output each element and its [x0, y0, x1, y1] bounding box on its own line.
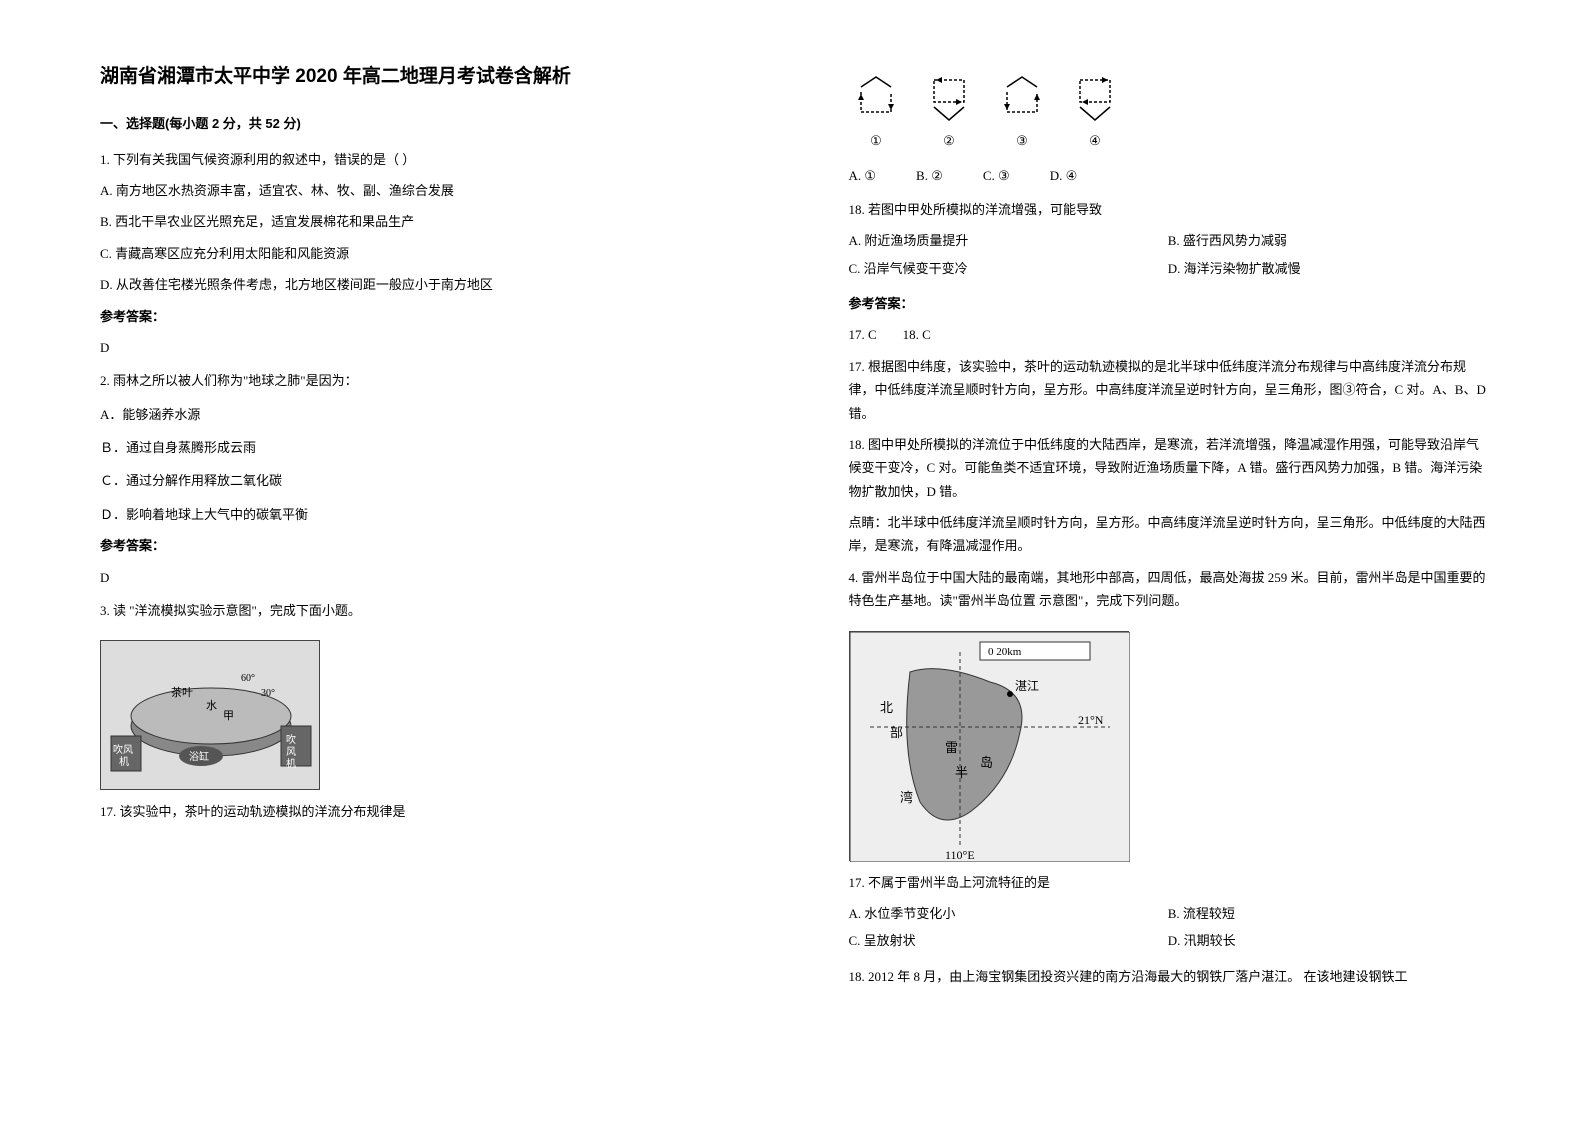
svg-text:浴缸: 浴缸 [189, 750, 209, 763]
gyre-diagrams: ① ② ③ [849, 72, 1488, 152]
q3-17-d: D. ④ [1050, 164, 1078, 187]
svg-text:湛江: 湛江 [1015, 679, 1039, 693]
svg-text:风: 风 [286, 746, 296, 758]
q1-stem: 1. 下列有关我国气候资源利用的叙述中，错误的是（ ） [100, 148, 739, 171]
svg-text:机: 机 [119, 755, 129, 768]
svg-text:半: 半 [955, 765, 968, 780]
q3-17-a: A. ① [849, 164, 877, 187]
q3-18-c: C. 沿岸气候变干变冷 [849, 257, 1168, 280]
q2-option-b: Ｂ．通过自身蒸腾形成云雨 [100, 436, 739, 459]
svg-text:甲: 甲 [223, 710, 234, 722]
q4-17-a: A. 水位季节变化小 [849, 902, 1168, 925]
q3-18-b: B. 盛行西风势力减弱 [1168, 229, 1487, 252]
q3-exp18: 18. 图中甲处所模拟的洋流位于中低纬度的大陆西岸，是寒流，若洋流增强，降温减湿… [849, 433, 1488, 503]
map-scale-text: 0 20km [988, 646, 1022, 658]
section-header: 一、选择题(每小题 2 分，共 52 分) [100, 112, 739, 135]
q1-answer-label: 参考答案： [100, 305, 739, 328]
page-title: 湖南省湘潭市太平中学 2020 年高二地理月考试卷含解析 [100, 60, 739, 94]
q4-sub17: 17. 不属于雷州半岛上河流特征的是 [849, 871, 1488, 894]
q3-sub18: 18. 若图中甲处所模拟的洋流增强，可能导致 [849, 198, 1488, 221]
q2-option-c: Ｃ．通过分解作用释放二氧化碳 [100, 469, 739, 492]
gyre-4-label: ④ [1068, 129, 1123, 152]
svg-text:水: 水 [206, 699, 217, 712]
map-lon-label: 110°E [945, 848, 975, 862]
svg-text:茶叶: 茶叶 [171, 686, 193, 699]
right-column: ① ② ③ [794, 0, 1587, 1122]
gyre-4: ④ [1068, 72, 1123, 152]
q4-stem: 4. 雷州半岛位于中国大陆的最南端，其地形中部高，四周低，最高处海拔 259 米… [849, 566, 1488, 613]
q1-option-c: C. 青藏高寒区应充分利用太阳能和风能资源 [100, 242, 739, 265]
q3-answer-label: 参考答案： [849, 292, 1488, 315]
q4-17-c: C. 呈放射状 [849, 929, 1168, 952]
left-column: 湖南省湘潭市太平中学 2020 年高二地理月考试卷含解析 一、选择题(每小题 2… [0, 0, 794, 1122]
q4-sub17-options: A. 水位季节变化小 B. 流程较短 C. 呈放射状 D. 汛期较长 [849, 902, 1488, 957]
q3-18-d: D. 海洋污染物扩散减慢 [1168, 257, 1487, 280]
svg-text:岛: 岛 [980, 755, 993, 770]
svg-text:机: 机 [286, 757, 296, 770]
q4-17-d: D. 汛期较长 [1168, 929, 1487, 952]
q1-option-a: A. 南方地区水热资源丰富，适宜农、林、牧、副、渔综合发展 [100, 179, 739, 202]
experiment-diagram-image: 茶叶 水 甲 60° 30° 吹风 机 吹 风 机 浴缸 [100, 640, 320, 790]
q1-answer: D [100, 336, 739, 359]
svg-text:雷: 雷 [945, 740, 958, 755]
q1-option-d: D. 从改善住宅楼光照条件考虑，北方地区楼间距一般应小于南方地区 [100, 273, 739, 296]
q4-17-b: B. 流程较短 [1168, 902, 1487, 925]
svg-text:60°: 60° [241, 673, 255, 684]
q2-stem: 2. 雨林之所以被人们称为"地球之肺"是因为： [100, 369, 739, 392]
gyre-1: ① [849, 72, 904, 152]
q3-stem: 3. 读 "洋流模拟实验示意图"，完成下面小题。 [100, 599, 739, 622]
gyre-2-label: ② [922, 129, 977, 152]
q3-17-b: B. ② [916, 164, 943, 187]
svg-text:北: 北 [880, 700, 893, 715]
q2-option-a: A．能够涵养水源 [100, 403, 739, 426]
gyre-3-label: ③ [995, 129, 1050, 152]
q4-sub18: 18. 2012 年 8 月，由上海宝钢集团投资兴建的南方沿海最大的钢铁厂落户湛… [849, 965, 1488, 988]
leizhou-map-image: 0 20km 雷 半 岛 北 部 湾 湛江 21°N 110°E [849, 631, 1129, 861]
map-lat-label: 21°N [1078, 713, 1104, 727]
q3-sub17-options: A. ① B. ② C. ③ D. ④ [849, 164, 1488, 187]
gyre-3: ③ [995, 72, 1050, 152]
svg-text:吹风: 吹风 [113, 743, 133, 756]
q2-answer-label: 参考答案： [100, 534, 739, 557]
svg-text:吹: 吹 [286, 733, 296, 746]
q1-option-b: B. 西北干旱农业区光照充足，适宜发展棉花和果品生产 [100, 210, 739, 233]
gyre-1-label: ① [849, 129, 904, 152]
q3-sub17: 17. 该实验中，茶叶的运动轨迹模拟的洋流分布规律是 [100, 800, 739, 823]
q3-ans18: 18. C [903, 327, 931, 342]
q3-tip: 点睛：北半球中低纬度洋流呈顺时针方向，呈方形。中高纬度洋流呈逆时针方向，呈三角形… [849, 511, 1488, 558]
q3-18-a: A. 附近渔场质量提升 [849, 229, 1168, 252]
svg-text:湾: 湾 [900, 790, 913, 805]
q3-17-c: C. ③ [983, 164, 1010, 187]
gyre-2: ② [922, 72, 977, 152]
q3-ans17: 17. C [849, 327, 877, 342]
q2-option-d: Ｄ．影响着地球上大气中的碳氧平衡 [100, 503, 739, 526]
q3-exp17: 17. 根据图中纬度，该实验中，茶叶的运动轨迹模拟的是北半球中低纬度洋流分布规律… [849, 355, 1488, 425]
q2-answer: D [100, 566, 739, 589]
svg-text:30°: 30° [261, 688, 275, 699]
q3-sub18-options: A. 附近渔场质量提升 B. 盛行西风势力减弱 C. 沿岸气候变干变冷 D. 海… [849, 229, 1488, 284]
